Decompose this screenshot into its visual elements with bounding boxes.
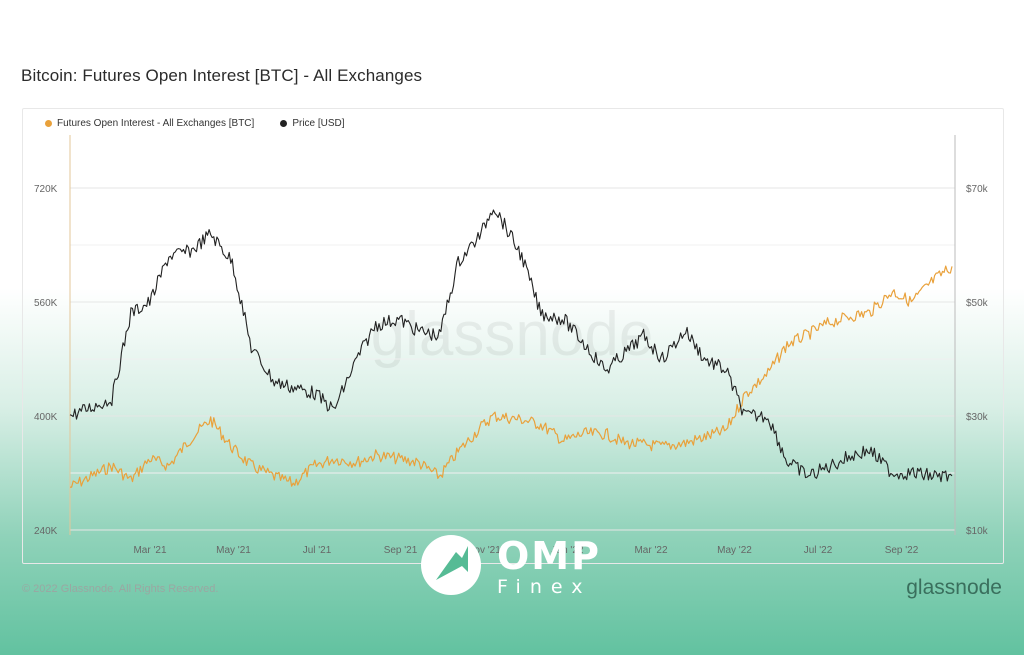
x-axis-tick-label: Nov '21 — [467, 545, 501, 556]
x-axis-tick-label: Mar '21 — [133, 545, 166, 556]
left-axis-tick-label: 560K — [34, 298, 58, 309]
left-axis-tick-label: 240K — [34, 526, 58, 537]
right-axis-tick-label: $10k — [966, 526, 989, 537]
x-axis-tick-label: Sep '21 — [384, 545, 418, 556]
legend-label-price: Price [USD] — [292, 118, 345, 129]
legend-item-price[interactable]: Price [USD] — [280, 118, 345, 129]
open-interest-line — [69, 265, 953, 488]
legend-swatch-open-interest — [45, 120, 52, 127]
x-axis-tick-label: Sep '22 — [885, 545, 919, 556]
x-axis-tick-label: May '21 — [216, 545, 251, 556]
copyright-text: © 2022 Glassnode. All Rights Reserved. — [22, 583, 219, 595]
x-axis-tick-label: Jul '21 — [303, 545, 332, 556]
x-axis-tick-label: Jul '22 — [804, 545, 833, 556]
chart-legend: Futures Open Interest - All Exchanges [B… — [45, 118, 345, 129]
omp-logo-text: OMP — [497, 534, 601, 578]
glassnode-brand: glassnode — [906, 576, 1002, 599]
left-axis-tick-label: 720K — [34, 184, 58, 195]
omp-logo-subtext: Finex — [497, 576, 592, 598]
omp-logo-icon — [421, 535, 481, 595]
x-axis-tick-label: May '22 — [717, 545, 752, 556]
legend-label-open-interest: Futures Open Interest - All Exchanges [B… — [57, 118, 255, 129]
x-axis-tick-label: Mar '22 — [634, 545, 667, 556]
right-axis-tick-label: $30k — [966, 412, 989, 423]
watermark-text: glassnode — [371, 300, 654, 369]
right-axis-tick-label: $70k — [966, 184, 989, 195]
x-axis-tick-label: Jan '22 — [552, 545, 584, 556]
price-line — [69, 209, 953, 483]
chart-panel — [22, 108, 1004, 564]
legend-swatch-price — [280, 120, 288, 127]
right-axis-tick-label: $50k — [966, 298, 989, 309]
legend-item-open-interest[interactable]: Futures Open Interest - All Exchanges [B… — [45, 118, 254, 129]
chart-title: Bitcoin: Futures Open Interest [BTC] - A… — [21, 66, 423, 85]
left-axis-tick-label: 400K — [34, 412, 58, 423]
